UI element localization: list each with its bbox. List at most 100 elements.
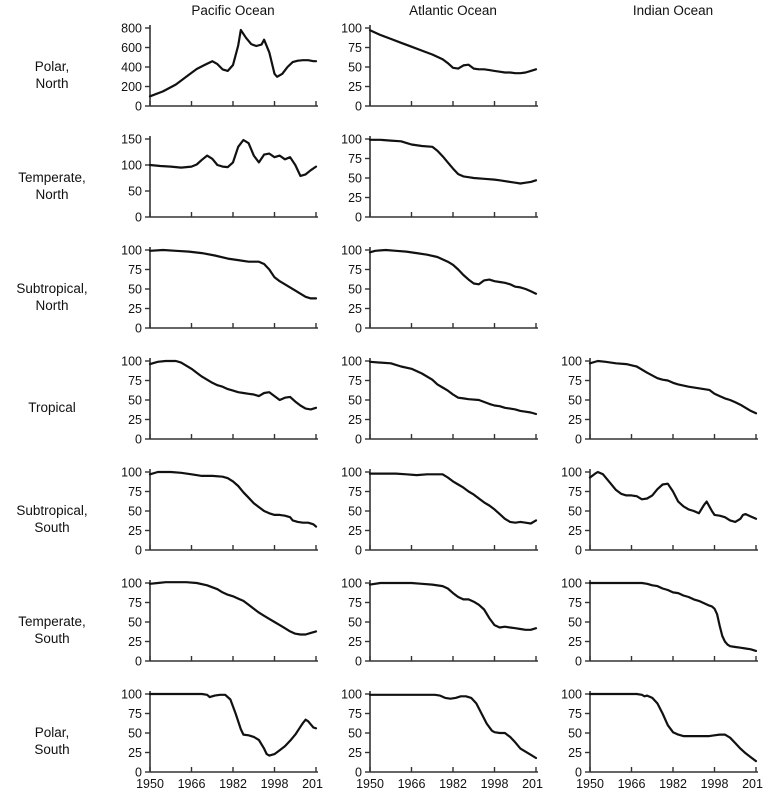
x-tick-label: 1966 (398, 777, 426, 788)
row-label-temperate-south: Temperate, South (18, 613, 86, 646)
y-tick-label: 50 (128, 185, 142, 199)
data-series-line (368, 581, 538, 631)
y-tick-label: 25 (348, 635, 362, 649)
row-label-subtropical-north: Subtropical, North (16, 280, 88, 313)
y-tick-label: 25 (128, 524, 142, 538)
x-tick-label: 1998 (481, 777, 509, 788)
y-tick-label: 25 (348, 746, 362, 760)
chart-cell-atlantic-ocean-subtropical-north: 0 25 50 75 100 (324, 242, 544, 353)
y-tick-label: 50 (348, 394, 362, 408)
y-tick-label: 100 (341, 355, 362, 369)
y-tick-label: 0 (135, 100, 142, 114)
y-tick-label: 25 (128, 302, 142, 316)
line-chart-atlantic-ocean-temperate-south: 0 25 50 75 100 (341, 577, 538, 669)
y-tick-label: 75 (348, 152, 362, 166)
line-chart-pacific-ocean-subtropical-south: 0 25 50 75 100 (121, 466, 318, 558)
y-tick-label: 75 (348, 41, 362, 55)
column-header-pacific-ocean: Pacific Ocean (191, 2, 275, 18)
y-tick-label: 0 (355, 433, 362, 447)
line-chart-indian-ocean-subtropical-south: 0 25 50 75 100 (561, 466, 758, 558)
y-tick-label: 50 (128, 505, 142, 519)
y-tick-label: 25 (348, 191, 362, 205)
y-tick-label: 50 (568, 505, 582, 519)
row-label-polar-north: Polar, North (34, 58, 70, 91)
line-chart-indian-ocean-polar-south: 025507510019501966198219982014Year (561, 688, 768, 788)
chart-cell-atlantic-ocean-subtropical-south: 0 25 50 75 100 (324, 464, 544, 575)
data-series-line (588, 359, 758, 415)
y-tick-label: 100 (561, 466, 582, 480)
y-tick-label: 150 (121, 133, 142, 147)
line-chart-atlantic-ocean-subtropical-north: 0 25 50 75 100 (341, 244, 538, 336)
data-series-line (368, 693, 538, 760)
x-tick-label: 1998 (701, 777, 729, 788)
y-tick-label: 0 (135, 655, 142, 669)
y-tick-label: 0 (135, 544, 142, 558)
y-tick-label: 0 (135, 322, 142, 336)
line-chart-pacific-ocean-tropical: 0 25 50 75 100 (121, 355, 318, 447)
data-series-line (588, 470, 758, 523)
chart-cell-atlantic-ocean-tropical: 0 25 50 75 100 (324, 353, 544, 464)
y-tick-label: 50 (568, 727, 582, 741)
y-tick-label: 100 (341, 466, 362, 480)
y-tick-label: 100 (121, 466, 142, 480)
y-tick-label: 0 (135, 766, 142, 780)
line-chart-pacific-ocean-temperate-north: 0 50 100 150 (121, 133, 318, 225)
column-header-row: Pacific Ocean Atlantic Ocean Indian Ocea… (0, 0, 768, 20)
data-series-line (368, 29, 538, 75)
y-tick-label: 0 (355, 766, 362, 780)
y-tick-label: 0 (355, 544, 362, 558)
chart-cell-pacific-ocean-subtropical-north: 0 25 50 75 100 (104, 242, 324, 353)
y-tick-label: 75 (128, 707, 142, 721)
y-tick-label: 25 (348, 302, 362, 316)
empty-cell (544, 242, 764, 353)
data-series-line (148, 28, 318, 98)
chart-row-subtropical-north: Subtropical, North 0 25 50 75 100 0 25 50 75 100 (0, 242, 768, 353)
y-tick-label: 75 (128, 596, 142, 610)
x-tick-label: 2014 (302, 777, 323, 788)
y-tick-label: 50 (128, 616, 142, 630)
y-tick-label: 0 (355, 322, 362, 336)
y-tick-label: 25 (568, 746, 582, 760)
x-tick-label: 1982 (439, 777, 467, 788)
data-series-line (148, 248, 318, 300)
chart-cell-indian-ocean-tropical: 0 25 50 75 100 (544, 353, 764, 464)
y-tick-label: 0 (355, 655, 362, 669)
y-tick-label: 75 (128, 374, 142, 388)
x-tick-label: 1950 (356, 777, 384, 788)
y-tick-label: 50 (568, 616, 582, 630)
chart-cell-pacific-ocean-tropical: 0 25 50 75 100 (104, 353, 324, 464)
y-tick-label: 25 (128, 635, 142, 649)
y-tick-label: 600 (121, 41, 142, 55)
line-chart-indian-ocean-temperate-south: 0 25 50 75 100 (561, 577, 758, 669)
y-tick-label: 50 (348, 283, 362, 297)
y-tick-label: 0 (575, 433, 582, 447)
y-tick-label: 75 (568, 596, 582, 610)
x-tick-label: 2014 (742, 777, 763, 788)
data-series-line (148, 581, 318, 636)
column-header-atlantic-ocean: Atlantic Ocean (409, 2, 497, 18)
row-label-temperate-north: Temperate, North (18, 169, 86, 202)
y-tick-label: 25 (568, 635, 582, 649)
y-tick-label: 100 (121, 577, 142, 591)
y-tick-label: 100 (121, 688, 142, 702)
line-chart-pacific-ocean-polar-south: 025507510019501966198219982014Year (121, 688, 330, 788)
chart-row-temperate-north: Temperate, North 0 50 100 150 0 25 50 75 100 (0, 131, 768, 242)
chart-cell-pacific-ocean-temperate-south: 0 25 50 75 100 (104, 575, 324, 686)
line-chart-atlantic-ocean-subtropical-south: 0 25 50 75 100 (341, 466, 538, 558)
line-chart-atlantic-ocean-polar-south: 025507510019501966198219982014Year (341, 688, 550, 788)
y-tick-label: 100 (341, 577, 362, 591)
y-tick-label: 0 (355, 211, 362, 225)
y-tick-label: 75 (128, 263, 142, 277)
y-tick-label: 100 (561, 688, 582, 702)
x-tick-label: 1966 (178, 777, 206, 788)
y-tick-label: 400 (121, 61, 142, 75)
x-tick-label: 1982 (219, 777, 247, 788)
y-tick-label: 25 (348, 413, 362, 427)
y-tick-label: 50 (568, 394, 582, 408)
line-chart-pacific-ocean-temperate-south: 0 25 50 75 100 (121, 577, 318, 669)
y-tick-label: 50 (348, 616, 362, 630)
y-tick-label: 50 (348, 61, 362, 75)
y-tick-label: 25 (128, 746, 142, 760)
y-tick-label: 50 (348, 505, 362, 519)
chart-cell-indian-ocean-polar-south: 025507510019501966198219982014Year (544, 686, 768, 788)
